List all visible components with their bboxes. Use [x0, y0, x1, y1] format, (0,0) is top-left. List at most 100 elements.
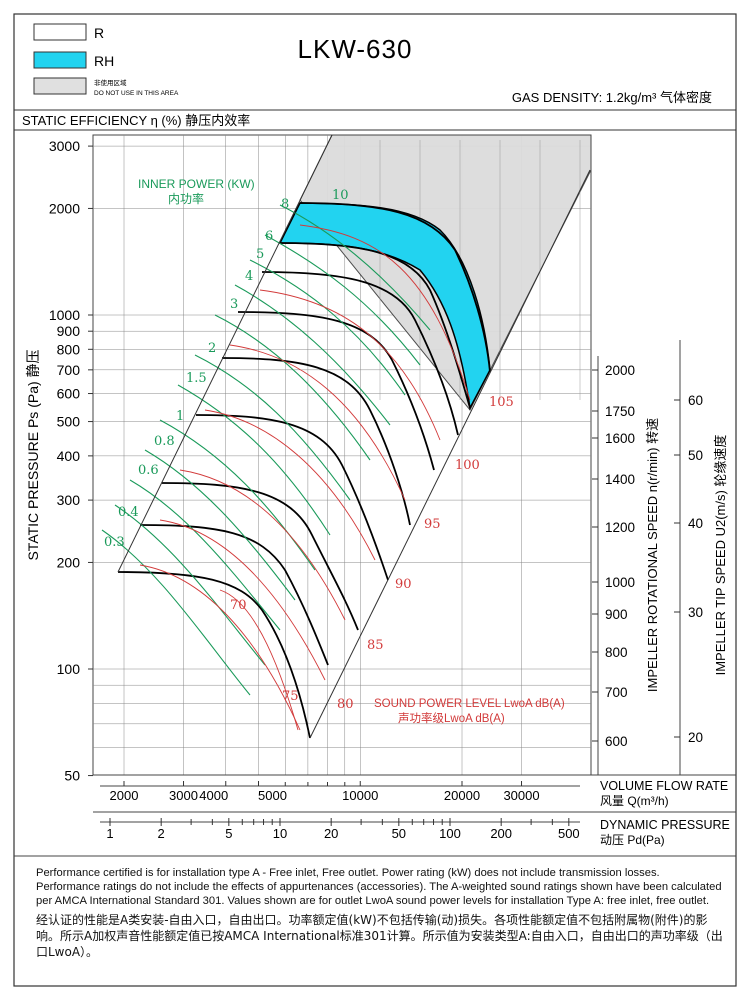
- sound-curve: [179, 469, 346, 621]
- dp-tick-label: 5: [225, 826, 232, 841]
- speed-axis-label: IMPELLER ROTATIONAL SPEED n(r/min) 转速: [645, 418, 660, 692]
- power-curve: [214, 314, 371, 461]
- inner-power-label: INNER POWER (KW): [138, 177, 255, 191]
- pressure-curve: [221, 357, 411, 526]
- speed-tick-label: 1600: [605, 431, 635, 446]
- flow-axis-label-cn: 风量 Q(m³/h): [600, 794, 669, 808]
- speed-tick-label: 800: [605, 645, 628, 660]
- legend-label-r: R: [94, 25, 104, 41]
- sound-curve: [159, 519, 326, 681]
- left-boundary: [117, 134, 333, 573]
- power-value-label: 4: [245, 269, 253, 284]
- y-tick-label: 700: [57, 362, 81, 378]
- inner-power-label-cn: 内功率: [168, 191, 204, 206]
- tipspeed-tick-label: 40: [688, 516, 703, 531]
- sound-value-label: 100: [455, 458, 480, 473]
- y-tick-label: 100: [57, 661, 81, 677]
- chart-title: LKW-630: [298, 34, 413, 64]
- power-value-label: 0.4: [118, 505, 139, 520]
- efficiency-title: STATIC EFFICIENCY η (%) 静压内效率: [22, 113, 250, 128]
- sound-value-label: 75: [282, 689, 299, 704]
- power-value-label: 0.8: [154, 434, 175, 449]
- tipspeed-tick-label: 30: [688, 605, 703, 620]
- power-value-label: 0.3: [104, 535, 125, 550]
- power-curve: [234, 284, 391, 426]
- power-value-label: 1: [176, 409, 184, 424]
- pressure-curve: [299, 202, 491, 373]
- power-curve: [279, 204, 431, 331]
- power-curve: [194, 354, 351, 501]
- speed-tick-label: 1000: [605, 575, 635, 590]
- pressure-curve: [237, 311, 435, 471]
- tipspeed-tick-label: 20: [688, 730, 703, 745]
- x-axis-ticks: 2000 3000 4000 5000 10000 20000 30000: [110, 781, 540, 803]
- power-value-label: 10: [332, 188, 349, 203]
- speed-tick-label: 1750: [605, 404, 635, 419]
- dp-tick-label: 50: [392, 826, 406, 841]
- dp-tick-label: 10: [273, 826, 287, 841]
- power-value-label: 0.6: [138, 463, 159, 478]
- sound-curve: [299, 224, 471, 401]
- x2-axis-ticks: 1 2 5 10 20 50 100 200 500: [106, 818, 580, 841]
- dp-tick-label: 500: [558, 826, 580, 841]
- sound-curve: [259, 289, 441, 441]
- sound-value-label: 90: [395, 577, 412, 592]
- sound-curve: [204, 409, 376, 561]
- gas-density: GAS DENSITY: 1.2kg/m³ 气体密度: [512, 90, 712, 105]
- pressure-curve: [161, 482, 359, 631]
- power-curve: [264, 234, 421, 366]
- legend-label-rh: RH: [94, 53, 114, 69]
- notes: Performance certified is for installatio…: [36, 866, 726, 964]
- y-tick-label: 500: [57, 414, 81, 430]
- sound-curve: [229, 344, 406, 501]
- flow-tick-label: 30000: [503, 788, 539, 803]
- flow-tick-label: 4000: [199, 788, 228, 803]
- tipspeed-tick-label: 50: [688, 448, 703, 463]
- y-tick-label: 3000: [49, 138, 80, 154]
- tipspeed-tick-label: 60: [688, 393, 703, 408]
- sound-labels: 105 100 95 90 85 80 75 70: [230, 395, 514, 712]
- sound-value-label: 95: [424, 517, 441, 532]
- power-value-label: 8: [281, 197, 289, 212]
- flow-tick-label: 5000: [258, 788, 287, 803]
- sound-power-label: SOUND POWER LEVEL LwoA dB(A): [374, 698, 565, 710]
- speed-tick-label: 2000: [605, 363, 635, 378]
- tipspeed-axis-label: IMPELLER TIP SPEED U2(m/s) 轮缘速度: [713, 435, 728, 676]
- sound-value-label: 85: [367, 638, 384, 653]
- y-tick-label: 600: [57, 386, 81, 402]
- right-boundary: [309, 169, 591, 739]
- dp-tick-label: 1: [106, 826, 113, 841]
- pressure-curve: [117, 571, 311, 739]
- y-axis-label: STATIC PRESSURE Ps (Pa) 静压: [25, 349, 41, 560]
- tipspeed-axis-ticks: 60 50 40 30 20: [674, 393, 703, 745]
- speed-tick-label: 900: [605, 607, 628, 622]
- y-tick-label: 2000: [49, 200, 80, 216]
- sound-curve: [219, 589, 299, 731]
- power-curve: [129, 479, 281, 631]
- flow-tick-label: 2000: [110, 788, 139, 803]
- power-curve: [101, 529, 251, 696]
- legend-swatch-r: [33, 23, 87, 41]
- dp-tick-label: 2: [158, 826, 165, 841]
- sound-curve: [139, 564, 301, 731]
- y-tick-label: 800: [57, 341, 81, 357]
- sound-power-label-cn: 声功率级LwoA dB(A): [398, 711, 505, 725]
- y-tick-label: 200: [57, 554, 81, 570]
- power-value-label: 3: [230, 297, 238, 312]
- speed-axis-ticks: 2000 1750 1600 1400 1200 1000 900 800 700 600: [592, 363, 635, 749]
- power-curve: [144, 449, 296, 601]
- pressure-curve: [261, 271, 459, 436]
- speed-tick-label: 600: [605, 734, 628, 749]
- dp-tick-label: 200: [490, 826, 512, 841]
- pressure-curve: [195, 414, 389, 581]
- dp-axis-label: DYNAMIC PRESSURE: [600, 818, 730, 832]
- power-curve: [249, 259, 406, 396]
- flow-axis-label: VOLUME FLOW RATE: [600, 779, 728, 793]
- sound-value-label: 80: [337, 697, 354, 712]
- y-tick-label: 1000: [49, 307, 80, 323]
- flow-tick-label: 20000: [444, 788, 480, 803]
- notes-english: Performance certified is for installatio…: [36, 867, 722, 907]
- power-value-label: 6: [265, 229, 273, 244]
